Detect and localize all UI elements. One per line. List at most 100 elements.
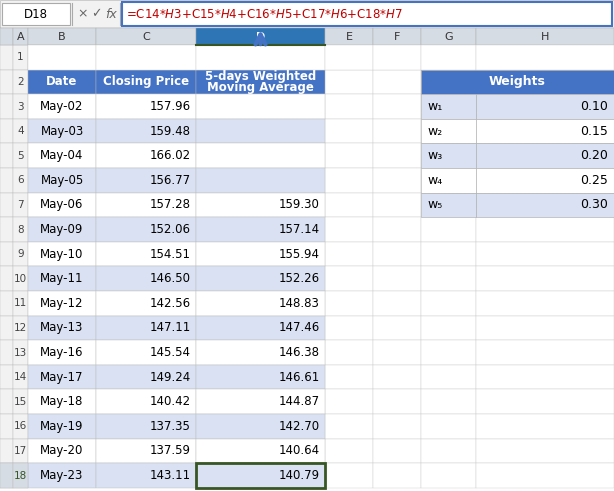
Text: E: E xyxy=(346,31,352,42)
Bar xyxy=(13,463,28,488)
Bar xyxy=(196,291,325,316)
Text: 140.64: 140.64 xyxy=(279,444,320,458)
Bar xyxy=(421,242,476,267)
Bar xyxy=(373,94,421,119)
Text: 147.46: 147.46 xyxy=(279,322,320,334)
Bar xyxy=(421,94,476,119)
Bar xyxy=(476,414,614,438)
Text: 147.11: 147.11 xyxy=(150,322,191,334)
Bar xyxy=(196,192,325,217)
Bar xyxy=(28,217,96,242)
Bar xyxy=(13,463,28,488)
Bar xyxy=(421,365,476,389)
Bar xyxy=(325,316,373,340)
Bar xyxy=(325,94,373,119)
Text: C: C xyxy=(142,31,150,42)
Bar xyxy=(421,438,476,463)
Bar xyxy=(476,389,614,414)
Text: 146.50: 146.50 xyxy=(150,272,191,285)
Text: 157.14: 157.14 xyxy=(279,223,320,236)
Bar xyxy=(373,70,421,94)
Bar xyxy=(421,389,476,414)
Text: May-13: May-13 xyxy=(41,322,84,334)
Text: B: B xyxy=(58,31,66,42)
Text: May-18: May-18 xyxy=(41,395,84,408)
Text: 143.11: 143.11 xyxy=(150,469,191,482)
Bar xyxy=(421,28,476,45)
Text: May-03: May-03 xyxy=(41,125,84,137)
Bar xyxy=(196,119,325,143)
Bar xyxy=(476,242,614,267)
Bar xyxy=(421,340,476,365)
Text: D18: D18 xyxy=(24,7,48,21)
Text: 159.48: 159.48 xyxy=(150,125,191,137)
Text: May-09: May-09 xyxy=(41,223,84,236)
Bar xyxy=(476,45,614,70)
Bar xyxy=(0,28,13,45)
Bar xyxy=(0,192,13,217)
Bar xyxy=(196,389,325,414)
Bar xyxy=(421,316,476,340)
Text: 156.77: 156.77 xyxy=(150,174,191,187)
Bar xyxy=(421,414,476,438)
Text: 145.54: 145.54 xyxy=(150,346,191,359)
Text: May-10: May-10 xyxy=(41,247,84,261)
Bar xyxy=(373,463,421,488)
Bar xyxy=(196,463,325,488)
Bar xyxy=(476,119,614,143)
Bar xyxy=(476,94,614,119)
Bar xyxy=(0,143,13,168)
Bar xyxy=(0,389,13,414)
Bar xyxy=(96,119,196,143)
Bar xyxy=(28,438,96,463)
Bar xyxy=(0,365,13,389)
Text: 157.28: 157.28 xyxy=(150,198,191,212)
Bar xyxy=(373,168,421,192)
Bar xyxy=(373,217,421,242)
Bar xyxy=(325,340,373,365)
Bar xyxy=(96,28,196,45)
Text: May-23: May-23 xyxy=(41,469,84,482)
Text: w₁: w₁ xyxy=(427,100,442,113)
Bar xyxy=(13,267,28,291)
Text: 146.61: 146.61 xyxy=(279,371,320,383)
Bar xyxy=(421,45,476,70)
Bar xyxy=(196,414,325,438)
Bar xyxy=(13,192,28,217)
Text: D: D xyxy=(256,31,265,42)
Bar xyxy=(325,70,373,94)
Bar xyxy=(0,119,13,143)
Bar xyxy=(96,217,196,242)
Bar xyxy=(476,340,614,365)
Bar xyxy=(0,414,13,438)
Bar xyxy=(325,365,373,389)
Bar xyxy=(28,463,96,488)
Text: May-04: May-04 xyxy=(41,149,84,162)
Bar xyxy=(13,438,28,463)
Bar xyxy=(421,119,476,143)
Bar xyxy=(373,192,421,217)
Text: 0.30: 0.30 xyxy=(580,198,608,212)
Bar xyxy=(13,389,28,414)
Text: 2: 2 xyxy=(17,77,24,87)
Bar xyxy=(325,28,373,45)
Text: w₅: w₅ xyxy=(427,198,442,212)
Bar xyxy=(13,119,28,143)
Text: ✓: ✓ xyxy=(91,7,101,21)
Bar xyxy=(373,45,421,70)
Text: Date: Date xyxy=(46,76,78,88)
Bar xyxy=(0,463,13,488)
Bar xyxy=(0,28,614,45)
Bar xyxy=(28,192,96,217)
Bar xyxy=(373,438,421,463)
Bar xyxy=(28,119,96,143)
Bar xyxy=(325,291,373,316)
Bar xyxy=(96,168,196,192)
Bar xyxy=(476,316,614,340)
Bar xyxy=(28,28,96,45)
Text: w₄: w₄ xyxy=(427,174,442,187)
Bar xyxy=(421,70,476,94)
Bar xyxy=(96,143,196,168)
Bar xyxy=(325,168,373,192)
Bar xyxy=(196,168,325,192)
